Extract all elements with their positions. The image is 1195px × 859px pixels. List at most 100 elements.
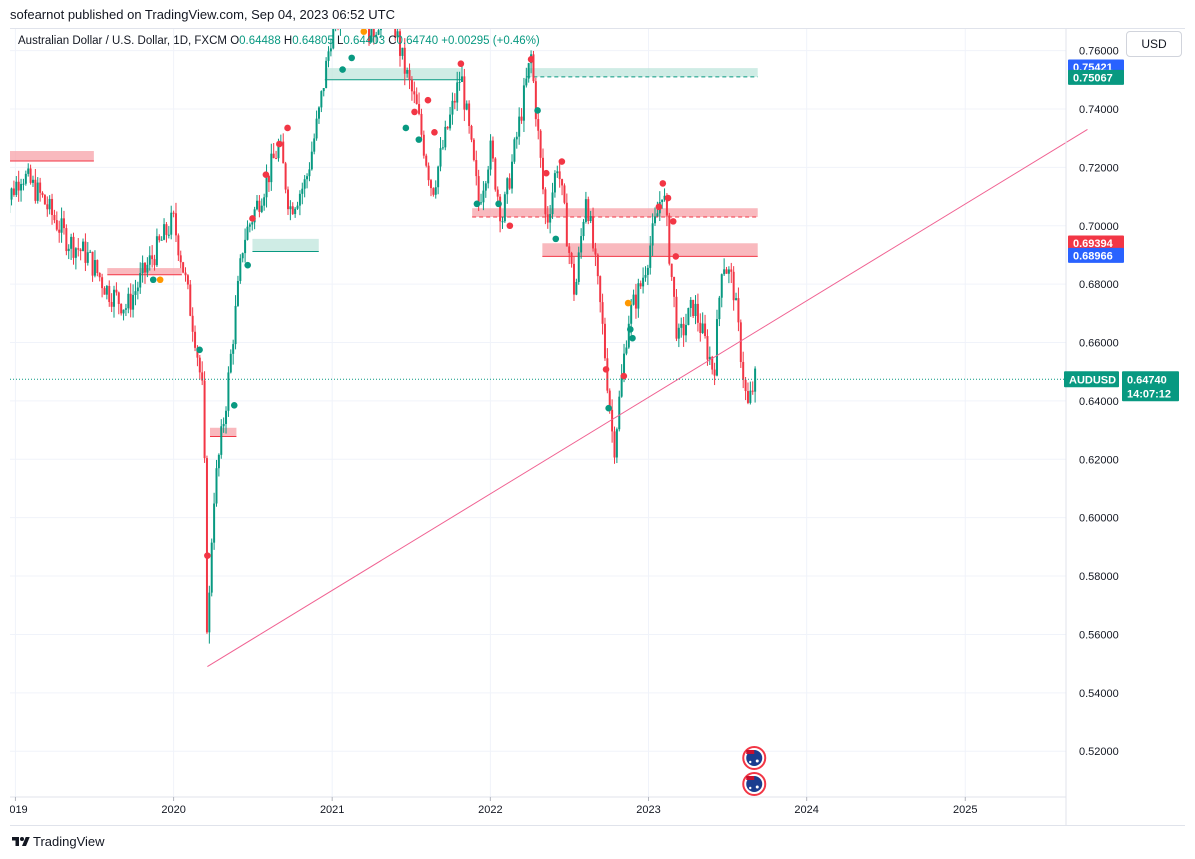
- neutral-marker: [624, 299, 632, 307]
- candle-body: [368, 29, 371, 43]
- candle-body: [65, 228, 68, 252]
- candle-body: [508, 178, 511, 189]
- candle-body: [484, 183, 487, 191]
- candles: [10, 29, 757, 644]
- candle-body: [251, 222, 254, 225]
- candle-body: [155, 236, 158, 266]
- price-tag: [1068, 69, 1124, 85]
- symbol-tag-label: AUDUSD: [1069, 374, 1116, 386]
- candle-body: [422, 134, 425, 156]
- candle-body: [134, 291, 137, 295]
- candle-body: [718, 297, 721, 320]
- candle-body: [692, 299, 695, 317]
- candle-body: [82, 241, 85, 252]
- candle-body: [132, 294, 135, 310]
- candle-body: [236, 280, 239, 306]
- candle-body: [394, 29, 397, 38]
- candle-body: [463, 76, 466, 110]
- candle-body: [754, 368, 757, 392]
- open-value: 0.64488: [239, 35, 281, 47]
- candle-body: [456, 82, 459, 103]
- candle-body: [751, 390, 754, 392]
- candle-body: [329, 48, 332, 52]
- time-tick-label: 2023: [636, 804, 660, 816]
- candle-body: [17, 181, 20, 191]
- candle-body: [715, 319, 718, 376]
- trendline-layer[interactable]: [207, 128, 1088, 667]
- candle-body: [51, 198, 54, 215]
- price-chart[interactable]: 0.52000 0.54000 0.56000 0.58000 0.60000 0.620…: [10, 29, 1185, 825]
- price-tag-label: 0.69394: [1073, 238, 1114, 250]
- candle-body: [606, 358, 609, 391]
- event-flags[interactable]: [742, 746, 767, 796]
- open-label: O: [230, 35, 240, 47]
- chart-frame[interactable]: 0.52000 0.54000 0.56000 0.58000 0.60000 0.620…: [10, 28, 1185, 826]
- flag-union: [746, 776, 755, 780]
- candle-body: [527, 63, 530, 79]
- candle-body: [563, 185, 566, 203]
- candle-body: [141, 262, 144, 273]
- time-axis[interactable]: 2019 2020 2021 2022 2023 2024 2025: [10, 796, 1066, 816]
- candle-body: [615, 429, 618, 458]
- candle-body: [46, 204, 49, 210]
- countdown-label: 14:07:12: [1127, 388, 1171, 400]
- flag-union: [746, 750, 755, 754]
- australia-flag-icon[interactable]: [742, 772, 767, 796]
- candle-body: [513, 139, 516, 162]
- last-price-label: 0.64740: [1127, 374, 1167, 386]
- price-tick-label: 0.62000: [1079, 454, 1119, 466]
- candle-body: [31, 179, 34, 183]
- candle-body: [701, 323, 704, 333]
- candle-body: [694, 303, 697, 317]
- symbol-legend[interactable]: Australian Dollar / U.S. Dollar, 1D, FXC…: [18, 35, 540, 47]
- header: sofearnot published on TradingView.com, …: [0, 0, 1195, 28]
- candle-body: [549, 214, 552, 223]
- candle-body: [699, 322, 702, 333]
- candle-body: [70, 236, 73, 249]
- candle-body: [191, 315, 194, 332]
- candle-body: [93, 260, 96, 276]
- sell-marker: [527, 56, 535, 63]
- candle-body: [687, 308, 690, 325]
- time-tick-label: 2022: [478, 804, 502, 816]
- price-axis[interactable]: 0.52000 0.54000 0.56000 0.58000 0.60000 0.620…: [1065, 29, 1119, 825]
- candle-body: [79, 249, 82, 252]
- sell-marker: [620, 372, 628, 380]
- candle-body: [408, 70, 411, 80]
- candle-body: [577, 252, 580, 282]
- candle-body: [720, 274, 723, 298]
- candle-body: [596, 254, 599, 277]
- candle-body: [270, 153, 273, 183]
- candle-body: [489, 140, 492, 170]
- symbol-title[interactable]: Australian Dollar / U.S. Dollar, 1D, FXC…: [18, 35, 227, 47]
- buy-marker: [534, 107, 541, 114]
- buy-marker: [473, 200, 481, 208]
- flag-star: [749, 760, 752, 764]
- candle-body: [520, 116, 523, 121]
- candle-body: [656, 213, 659, 217]
- flag-star: [749, 786, 752, 790]
- change-value: +0.00295 (+0.46%): [441, 35, 540, 47]
- australia-flag-icon[interactable]: [742, 746, 767, 770]
- candle-body: [565, 202, 568, 247]
- candle-body: [480, 202, 483, 204]
- trendline[interactable]: [207, 128, 1088, 667]
- candle-body: [246, 226, 249, 240]
- currency-button[interactable]: USD: [1126, 31, 1182, 57]
- candle-body: [501, 221, 504, 223]
- candle-body: [213, 503, 216, 543]
- candle-body: [124, 308, 127, 310]
- supply-zone: [472, 208, 758, 217]
- candle-body: [170, 212, 173, 235]
- price-tick-label: 0.72000: [1079, 162, 1119, 174]
- candle-body: [308, 169, 311, 177]
- candle-body: [29, 168, 32, 183]
- candle-body: [506, 178, 509, 195]
- candle-body: [675, 296, 678, 339]
- candle-body: [220, 426, 223, 455]
- candle-body: [594, 248, 597, 255]
- sell-marker: [659, 180, 667, 187]
- candle-body: [434, 187, 437, 195]
- buy-marker: [196, 346, 203, 354]
- candle-body: [627, 323, 630, 348]
